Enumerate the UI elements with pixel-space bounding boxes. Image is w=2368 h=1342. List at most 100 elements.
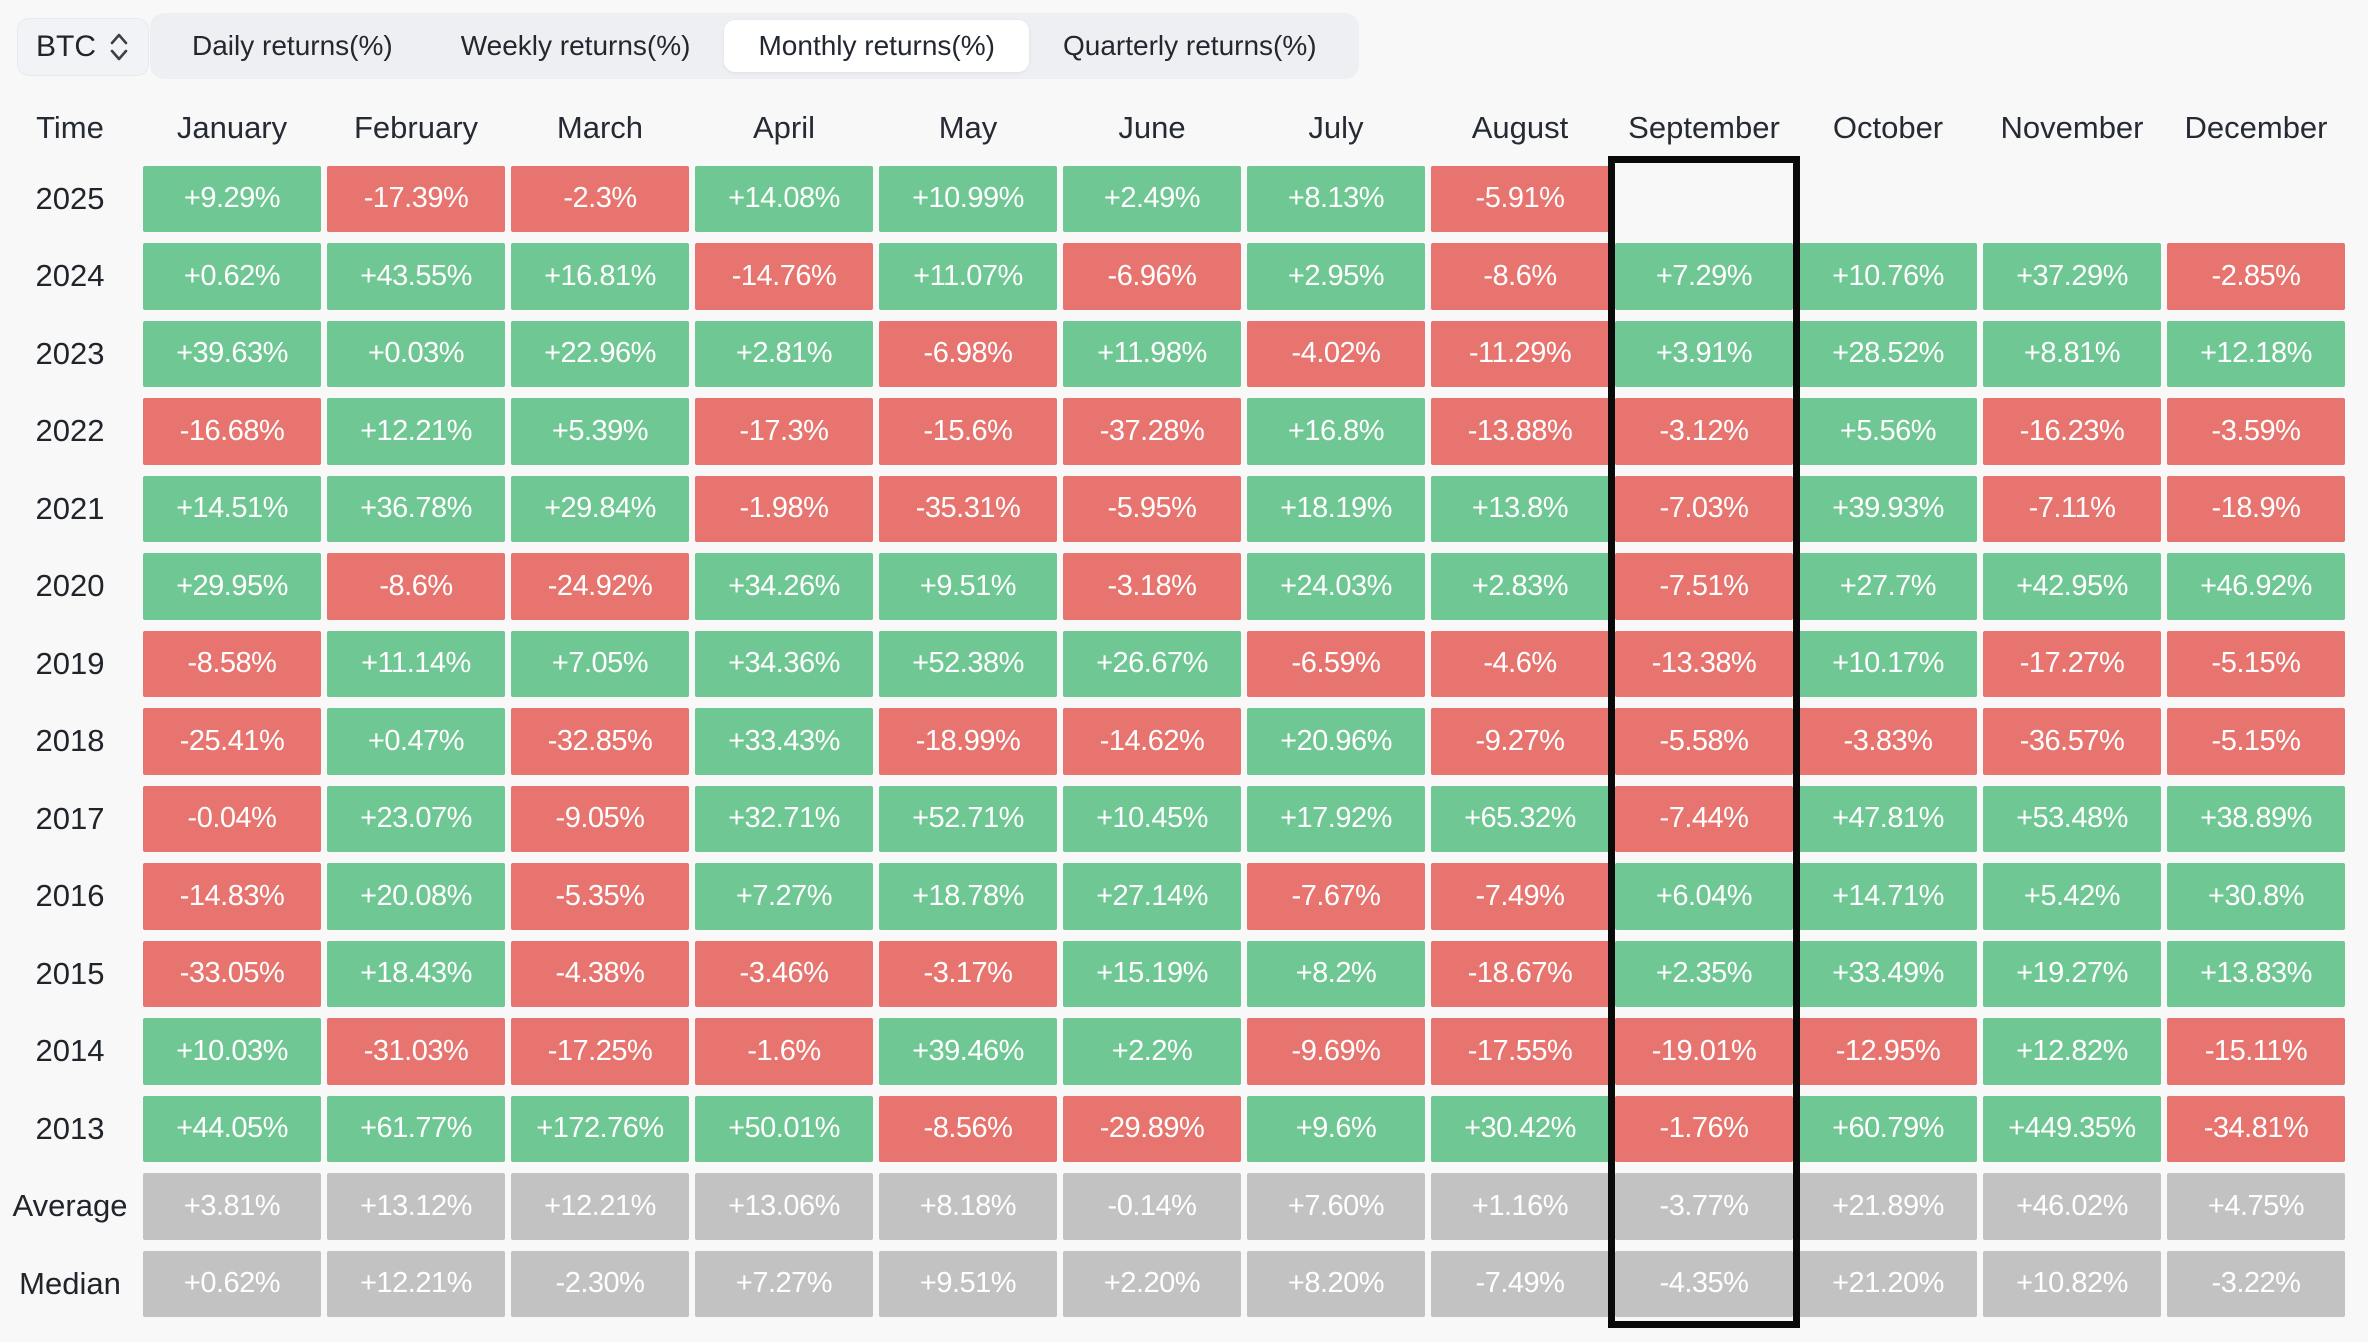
cell-average-december: +4.75% xyxy=(2164,1168,2348,1246)
cell-2016-february: +20.08% xyxy=(324,858,508,936)
cell-2024-may: +11.07% xyxy=(876,238,1060,316)
cell-2014-september: -19.01% xyxy=(1612,1013,1796,1091)
cell-2024-june: -6.96% xyxy=(1060,238,1244,316)
cell-2014-february: -31.03% xyxy=(324,1013,508,1091)
cell-2023-september: +3.91% xyxy=(1612,315,1796,393)
cell-median-may: +9.51% xyxy=(876,1245,1060,1323)
returns-period-tabs: Daily returns(%) Weekly returns(%) Monthly… xyxy=(150,13,1359,79)
tab-daily-returns[interactable]: Daily returns(%) xyxy=(192,30,393,61)
cell-median-february: +12.21% xyxy=(324,1245,508,1323)
row-label-2023: 2023 xyxy=(35,335,105,371)
column-header-december: December xyxy=(2184,109,2328,145)
cell-2015-june: +15.19% xyxy=(1060,935,1244,1013)
cell-2024-october: +10.76% xyxy=(1796,238,1980,316)
select-updown-icon xyxy=(108,30,130,64)
cell-2020-april: +34.26% xyxy=(692,548,876,626)
column-header-april: April xyxy=(752,109,815,145)
tab-quarterly-returns[interactable]: Quarterly returns(%) xyxy=(1062,30,1317,61)
cell-average-january: +3.81% xyxy=(140,1168,324,1246)
cell-2015-january: -33.05% xyxy=(140,935,324,1013)
cell-2017-january: -0.04% xyxy=(140,780,324,858)
cell-median-september: -4.35% xyxy=(1612,1245,1796,1323)
cell-2021-april: -1.98% xyxy=(692,470,876,548)
cell-2020-december: +46.92% xyxy=(2164,548,2348,626)
cell-median-july: +8.20% xyxy=(1244,1245,1428,1323)
cell-2022-november: -16.23% xyxy=(1980,393,2164,471)
cell-2016-march: -5.35% xyxy=(508,858,692,936)
cell-2022-april: -17.3% xyxy=(692,393,876,471)
row-label-2025: 2025 xyxy=(35,180,105,216)
cell-2022-october: +5.56% xyxy=(1796,393,1980,471)
cell-2017-march: -9.05% xyxy=(508,780,692,858)
cell-2014-december: -15.11% xyxy=(2164,1013,2348,1091)
cell-2022-february: +12.21% xyxy=(324,393,508,471)
row-label-average: Average xyxy=(12,1188,128,1224)
cell-2014-april: -1.6% xyxy=(692,1013,876,1091)
cell-2021-june: -5.95% xyxy=(1060,470,1244,548)
cell-2018-february: +0.47% xyxy=(324,703,508,781)
cell-2023-december: +12.18% xyxy=(2164,315,2348,393)
cell-2025-june: +2.49% xyxy=(1060,160,1244,238)
tab-monthly-returns[interactable]: Monthly returns(%) xyxy=(724,20,1029,72)
cell-2024-february: +43.55% xyxy=(324,238,508,316)
column-header-january: January xyxy=(176,109,288,145)
cell-2015-july: +8.2% xyxy=(1244,935,1428,1013)
cell-2025-july: +8.13% xyxy=(1244,160,1428,238)
cell-average-march: +12.21% xyxy=(508,1168,692,1246)
cell-2024-november: +37.29% xyxy=(1980,238,2164,316)
cell-2019-april: +34.36% xyxy=(692,625,876,703)
cell-2017-may: +52.71% xyxy=(876,780,1060,858)
cell-average-july: +7.60% xyxy=(1244,1168,1428,1246)
cell-2014-june: +2.2% xyxy=(1060,1013,1244,1091)
cell-2016-november: +5.42% xyxy=(1980,858,2164,936)
cell-2021-may: -35.31% xyxy=(876,470,1060,548)
cell-2025-december xyxy=(2164,160,2348,238)
cell-2021-january: +14.51% xyxy=(140,470,324,548)
cell-2014-october: -12.95% xyxy=(1796,1013,1980,1091)
cell-2019-january: -8.58% xyxy=(140,625,324,703)
cell-2025-august: -5.91% xyxy=(1428,160,1612,238)
cell-2022-january: -16.68% xyxy=(140,393,324,471)
cell-2015-december: +13.83% xyxy=(2164,935,2348,1013)
asset-selector-label: BTC xyxy=(36,30,96,63)
time-column-header: Time xyxy=(36,109,104,145)
cell-average-february: +13.12% xyxy=(324,1168,508,1246)
cell-2024-july: +2.95% xyxy=(1244,238,1428,316)
asset-selector[interactable]: BTC xyxy=(17,18,149,76)
cell-2019-december: -5.15% xyxy=(2164,625,2348,703)
cell-2015-february: +18.43% xyxy=(324,935,508,1013)
cell-2017-december: +38.89% xyxy=(2164,780,2348,858)
cell-2023-march: +22.96% xyxy=(508,315,692,393)
cell-2022-august: -13.88% xyxy=(1428,393,1612,471)
column-header-march: March xyxy=(556,109,644,145)
cell-median-october: +21.20% xyxy=(1796,1245,1980,1323)
cell-2017-july: +17.92% xyxy=(1244,780,1428,858)
row-label-2015: 2015 xyxy=(35,955,105,991)
row-label-2022: 2022 xyxy=(35,413,105,449)
cell-2013-october: +60.79% xyxy=(1796,1090,1980,1168)
cell-2023-april: +2.81% xyxy=(692,315,876,393)
cell-2019-february: +11.14% xyxy=(324,625,508,703)
cell-2019-august: -4.6% xyxy=(1428,625,1612,703)
cell-2023-october: +28.52% xyxy=(1796,315,1980,393)
cell-2024-august: -8.6% xyxy=(1428,238,1612,316)
cell-2025-february: -17.39% xyxy=(324,160,508,238)
cell-average-october: +21.89% xyxy=(1796,1168,1980,1246)
row-label-2020: 2020 xyxy=(35,568,105,604)
row-label-2018: 2018 xyxy=(35,723,105,759)
cell-2019-june: +26.67% xyxy=(1060,625,1244,703)
cell-2013-june: -29.89% xyxy=(1060,1090,1244,1168)
cell-2018-december: -5.15% xyxy=(2164,703,2348,781)
tab-weekly-returns[interactable]: Weekly returns(%) xyxy=(460,30,691,61)
cell-2018-october: -3.83% xyxy=(1796,703,1980,781)
cell-median-august: -7.49% xyxy=(1428,1245,1612,1323)
cell-2025-october xyxy=(1796,160,1980,238)
cell-2024-december: -2.85% xyxy=(2164,238,2348,316)
cell-2024-september: +7.29% xyxy=(1612,238,1796,316)
cell-2016-september: +6.04% xyxy=(1612,858,1796,936)
cell-2019-september: -13.38% xyxy=(1612,625,1796,703)
cell-2021-september: -7.03% xyxy=(1612,470,1796,548)
cell-2017-february: +23.07% xyxy=(324,780,508,858)
cell-2020-may: +9.51% xyxy=(876,548,1060,626)
column-header-november: November xyxy=(2000,109,2144,145)
